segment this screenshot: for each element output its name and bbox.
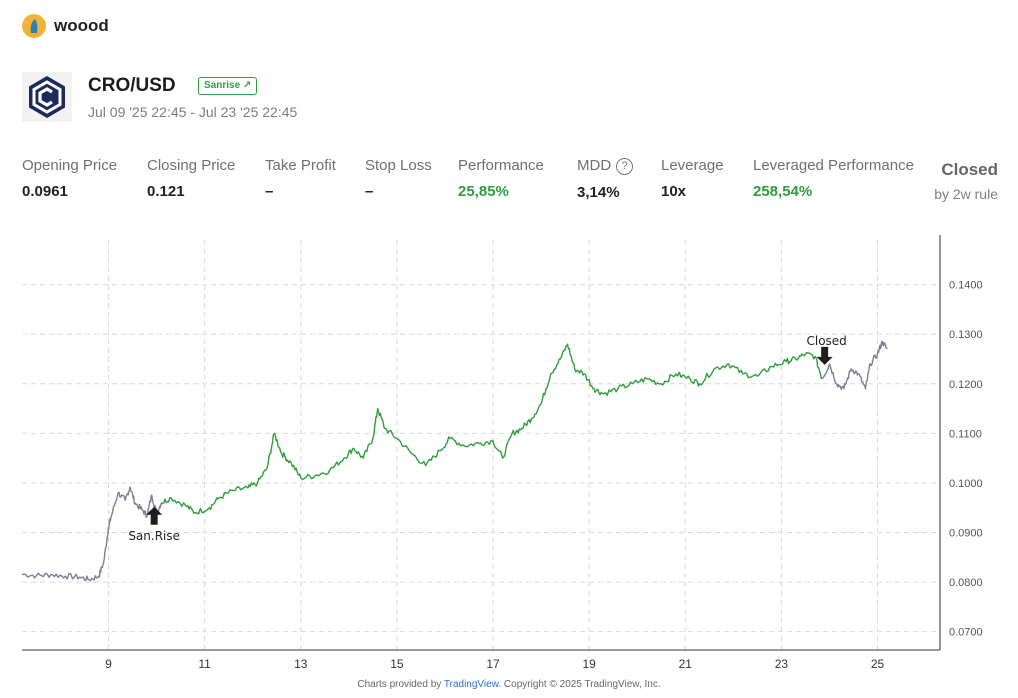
x-tick-label: 19 bbox=[582, 657, 596, 671]
cro-coin-icon bbox=[22, 72, 72, 122]
strategy-badge-label: Sanrise bbox=[204, 80, 241, 91]
stat-value: 0.121 bbox=[147, 183, 185, 200]
stat-value: 3,14% bbox=[577, 184, 620, 201]
woood-logo-icon bbox=[22, 14, 46, 38]
annotation-label: Closed bbox=[806, 334, 846, 348]
x-tick-label: 17 bbox=[486, 657, 500, 671]
brand[interactable]: woood bbox=[22, 14, 109, 38]
app-name: woood bbox=[54, 16, 109, 35]
x-tick-label: 11 bbox=[198, 657, 211, 671]
stat-value: 10x bbox=[661, 183, 687, 200]
x-tick-label: 9 bbox=[105, 657, 112, 671]
help-icon[interactable]: ? bbox=[616, 158, 634, 175]
series-line bbox=[160, 343, 823, 515]
stat-label: Leverage bbox=[661, 157, 724, 174]
stat-value: – bbox=[265, 183, 274, 200]
stat-performance: Performance 25,85% bbox=[458, 157, 544, 200]
status-title: Closed bbox=[941, 160, 998, 179]
price-chart[interactable]: 0.0700 0.0800 0.0900 0.1000 0.1100 0.1200 0.13… bbox=[0, 230, 1018, 676]
stat-value: – bbox=[365, 183, 374, 200]
y-tick-label: 0.1300 bbox=[949, 329, 983, 341]
stat-value: 258,54% bbox=[753, 183, 813, 200]
stat-value: 25,85% bbox=[458, 183, 509, 200]
stat-take-profit: Take Profit – bbox=[265, 157, 336, 200]
x-tick-label: 21 bbox=[679, 657, 693, 671]
external-link-icon: ↗ bbox=[242, 80, 252, 91]
tradingview-link[interactable]: TradingView bbox=[443, 679, 499, 690]
trade-status: Closed by 2w rule bbox=[934, 160, 998, 202]
series-line bbox=[21, 486, 163, 582]
credit-suffix: . Copyright © 2025 TradingView, Inc. bbox=[498, 679, 661, 690]
status-subtitle: by 2w rule bbox=[934, 186, 998, 202]
stat-label: Take Profit bbox=[265, 157, 336, 174]
x-tick-label: 23 bbox=[775, 657, 789, 671]
stat-opening-price: Opening Price 0.0961 bbox=[22, 157, 117, 200]
y-tick-label: 0.1000 bbox=[949, 478, 983, 490]
credit-prefix: Charts provided by bbox=[357, 679, 444, 690]
stat-leverage: Leverage 10x bbox=[661, 157, 724, 200]
annotation-label: San.Rise bbox=[128, 529, 180, 543]
y-tick-label: 0.0900 bbox=[949, 528, 983, 540]
exit-arrow-icon bbox=[816, 346, 833, 365]
stat-label: Performance bbox=[458, 157, 544, 174]
stat-label: Closing Price bbox=[147, 157, 236, 174]
series-line bbox=[821, 340, 888, 391]
stat-closing-price: Closing Price 0.121 bbox=[147, 157, 235, 200]
y-tick-label: 0.0800 bbox=[949, 577, 983, 589]
entry-arrow-icon bbox=[146, 506, 163, 525]
stat-value: 0.0961 bbox=[22, 183, 68, 200]
stat-mdd: MDD? 3,14% bbox=[577, 157, 634, 201]
stat-stop-loss: Stop Loss – bbox=[365, 157, 432, 200]
stat-leveraged-performance: Leveraged Performance 258,54% bbox=[753, 157, 914, 200]
y-tick-label: 0.0700 bbox=[949, 627, 983, 639]
x-tick-label: 15 bbox=[390, 657, 404, 671]
y-tick-label: 0.1100 bbox=[949, 428, 982, 440]
y-tick-label: 0.1200 bbox=[949, 379, 983, 391]
date-range: Jul 09 '25 22:45 - Jul 23 '25 22:45 bbox=[88, 104, 298, 120]
stat-label: MDD bbox=[577, 157, 612, 174]
stat-label: Leveraged Performance bbox=[753, 157, 914, 174]
pair-title: CRO/USD bbox=[88, 75, 176, 96]
strategy-badge[interactable]: Sanrise ↗ bbox=[198, 77, 258, 95]
y-tick-label: 0.1400 bbox=[949, 280, 983, 292]
stat-label: Stop Loss bbox=[365, 157, 432, 174]
x-tick-label: 13 bbox=[294, 657, 308, 671]
chart-credit: Charts provided by TradingView. Copyrigh… bbox=[0, 679, 1018, 690]
stat-label: Opening Price bbox=[22, 157, 118, 174]
x-tick-label: 25 bbox=[871, 657, 885, 671]
